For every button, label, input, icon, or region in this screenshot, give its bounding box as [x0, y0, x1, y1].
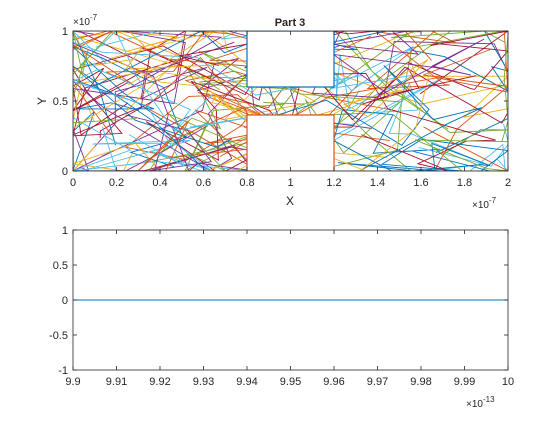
top-y-exponent-base: ×10 — [73, 17, 90, 28]
bottom-y-tick-label: -0.5 — [49, 330, 68, 342]
top-x-exponent: ×10-7 — [472, 196, 497, 211]
bottom-x-exponent-base: ×10 — [466, 399, 483, 410]
bottom-x-exponent-power: -13 — [483, 395, 495, 404]
top-x-exponent-base: ×10 — [472, 200, 489, 211]
top-obstacle-rect — [247, 31, 334, 87]
top-x-tick-label: 0 — [70, 177, 76, 189]
bottom-y-tick-label: -1 — [58, 365, 68, 377]
top-y-tick-label: 1 — [62, 26, 68, 38]
bottom-x-tick-label: 10 — [502, 376, 514, 388]
top-x-tick-label: 0.8 — [239, 177, 254, 189]
bottom-y-tick-label: 0.5 — [53, 260, 68, 272]
top-axes-title: Part 3 — [275, 17, 306, 29]
bottom-axes: 9.9 9.91 9.92 9.93 9.94 9.95 9.96 9.97 9.98 9.99 1… — [49, 225, 514, 410]
bottom-x-tick-label: 9.94 — [236, 376, 257, 388]
top-y-tick-label: 0 — [62, 166, 68, 178]
bottom-x-tick-label: 9.98 — [410, 376, 431, 388]
bottom-x-tick-label: 9.96 — [323, 376, 344, 388]
top-axes: 0 0.2 0.4 0.6 0.8 1 1.2 1.4 1.6 1.8 200.51 Part 3 … — [35, 13, 511, 211]
bottom-x-tick-label: 9.93 — [193, 376, 214, 388]
bottom-x-exponent: ×10-13 — [466, 395, 495, 410]
bottom-x-tick-label: 9.97 — [367, 376, 388, 388]
bottom-x-tick-label: 9.95 — [280, 376, 301, 388]
top-x-tick-label: 0.4 — [152, 177, 167, 189]
top-x-axis-label: X — [286, 194, 294, 208]
top-y-exponent-power: -7 — [90, 13, 98, 22]
top-x-tick-label: 2 — [505, 177, 511, 189]
top-y-exponent: ×10-7 — [73, 13, 98, 28]
top-x-tick-label: 0.2 — [109, 177, 124, 189]
top-x-tick-label: 1.4 — [370, 177, 385, 189]
bottom-x-tick-label: 9.99 — [454, 376, 475, 388]
top-x-tick-label: 1.8 — [457, 177, 472, 189]
top-x-tick-label: 1.2 — [326, 177, 341, 189]
bottom-x-tick-label: 9.9 — [65, 376, 80, 388]
bottom-x-tick-label: 9.92 — [149, 376, 170, 388]
top-x-tick-label: 1.6 — [413, 177, 428, 189]
bottom-y-tick-label: 0 — [62, 295, 68, 307]
bottom-y-tick-label: 1 — [62, 225, 68, 237]
top-y-tick-label: 0.5 — [53, 96, 68, 108]
top-x-tick-label: 1 — [287, 177, 293, 189]
top-x-tick-label: 0.6 — [196, 177, 211, 189]
top-y-axis-label: Y — [35, 97, 49, 105]
bottom-x-tick-label: 9.91 — [106, 376, 127, 388]
top-x-exponent-power: -7 — [489, 196, 497, 205]
top-obstacle-rect — [247, 115, 334, 171]
